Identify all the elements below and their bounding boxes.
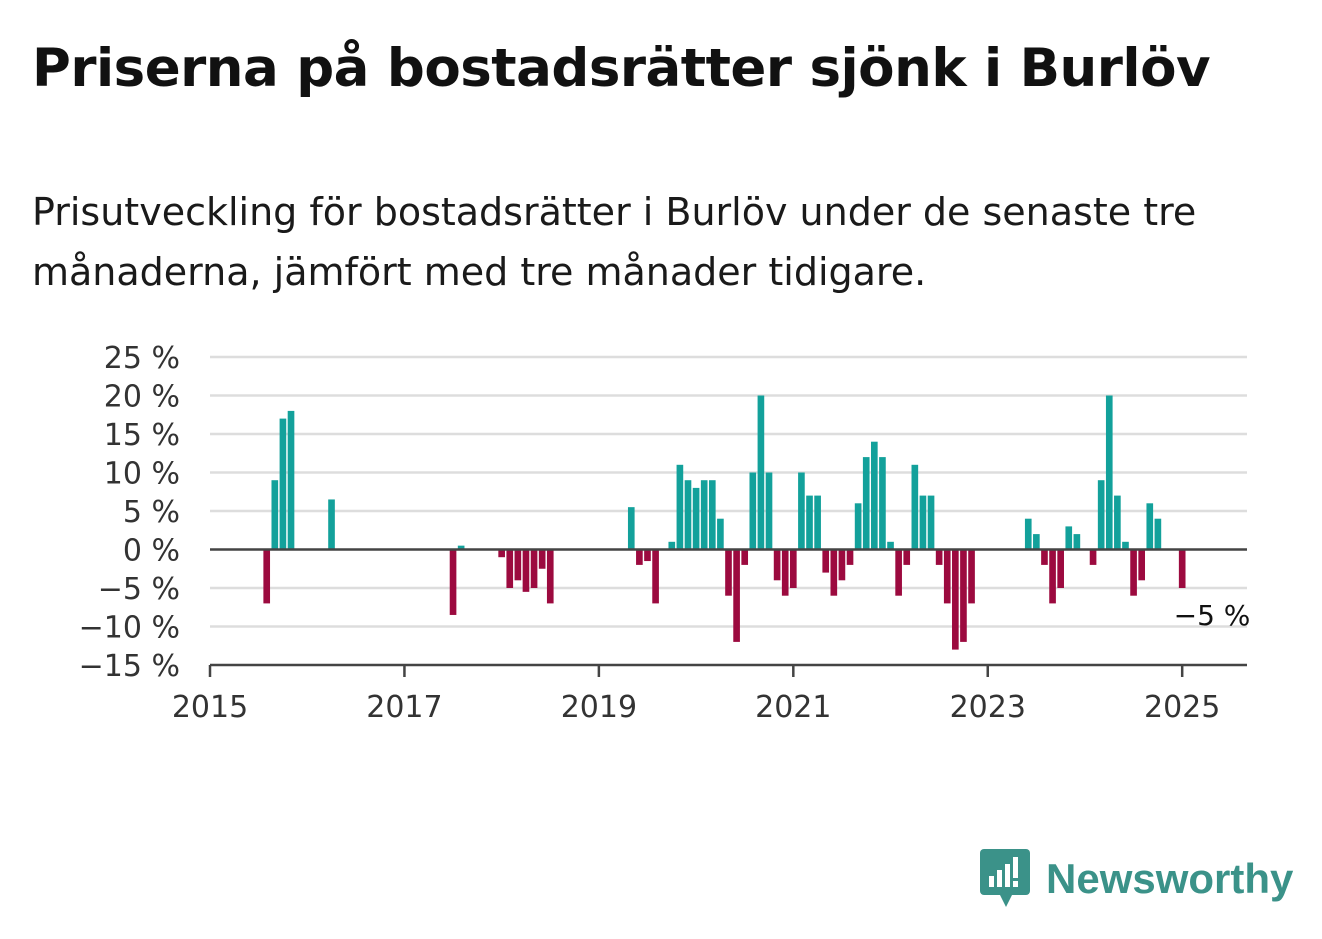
bar bbox=[943, 549, 951, 604]
axes bbox=[208, 548, 1247, 677]
bar bbox=[708, 480, 716, 550]
bar bbox=[765, 472, 773, 550]
bar bbox=[1097, 480, 1105, 550]
bar bbox=[952, 549, 959, 650]
bar bbox=[546, 549, 554, 604]
bar bbox=[854, 503, 862, 550]
bar bbox=[1024, 518, 1032, 550]
bar bbox=[733, 549, 740, 642]
bar bbox=[822, 549, 830, 573]
bar bbox=[814, 495, 821, 550]
x-tick-label: 2023 bbox=[950, 690, 1026, 725]
bar bbox=[1122, 541, 1129, 550]
y-tick-label: 0 % bbox=[123, 534, 180, 569]
bar bbox=[506, 549, 514, 588]
bar bbox=[1154, 518, 1162, 550]
bar bbox=[538, 549, 546, 569]
x-tick-label: 2017 bbox=[366, 690, 442, 725]
x-tick-label: 2015 bbox=[172, 690, 248, 725]
bar bbox=[1073, 534, 1081, 550]
bar bbox=[1065, 526, 1073, 550]
bar bbox=[773, 549, 781, 581]
bar bbox=[457, 545, 465, 550]
bar bbox=[449, 549, 457, 615]
bar bbox=[1057, 549, 1064, 588]
bar bbox=[271, 480, 279, 550]
bar bbox=[830, 549, 838, 596]
x-tick-label: 2025 bbox=[1144, 690, 1220, 725]
bar bbox=[530, 549, 538, 588]
bar-chart: 25 %20 %15 %10 %5 %0 %−5 %−10 %−15 % 201… bbox=[79, 341, 1251, 725]
bar bbox=[263, 549, 271, 604]
bar bbox=[887, 541, 894, 550]
bar bbox=[700, 480, 708, 550]
x-axis-labels: 2015 2017 2019 2021 2023 2025 bbox=[172, 690, 1221, 725]
bar bbox=[741, 549, 749, 565]
bar bbox=[960, 549, 967, 642]
y-tick-label: 15 % bbox=[104, 418, 180, 453]
bar bbox=[279, 418, 287, 550]
bar bbox=[1033, 534, 1040, 550]
bar bbox=[627, 507, 635, 550]
bar bbox=[911, 464, 919, 550]
brand-name: Newsworthy bbox=[1046, 855, 1294, 902]
bar bbox=[927, 495, 935, 550]
bar bbox=[1178, 549, 1186, 588]
bar bbox=[919, 495, 927, 550]
y-tick-label: 25 % bbox=[104, 341, 180, 376]
bar bbox=[838, 549, 846, 581]
bar bbox=[789, 549, 797, 588]
chart-title: Priserna på bostadsrätter sjönk i Burlöv bbox=[32, 38, 1211, 99]
bar bbox=[862, 457, 870, 550]
bar bbox=[903, 549, 911, 565]
bar bbox=[781, 549, 789, 596]
bar bbox=[1146, 503, 1154, 550]
bar bbox=[1130, 549, 1137, 596]
bar bbox=[717, 518, 724, 550]
bar bbox=[798, 472, 805, 550]
bar bbox=[1138, 549, 1146, 581]
bar bbox=[668, 541, 676, 550]
bar-chart-speech-bubble-icon bbox=[980, 849, 1030, 907]
y-tick-label: −5 % bbox=[98, 572, 180, 607]
bar bbox=[287, 410, 295, 550]
bar bbox=[1041, 549, 1048, 565]
bar bbox=[498, 549, 505, 558]
bar bbox=[879, 457, 886, 550]
x-tick-label: 2021 bbox=[755, 690, 831, 725]
bar bbox=[806, 495, 813, 550]
y-tick-label: 5 % bbox=[123, 495, 180, 530]
bar bbox=[514, 549, 522, 581]
chart-subtitle: Prisutveckling för bostadsrätter i Burlö… bbox=[32, 190, 1197, 294]
newsworthy-logo: Newsworthy bbox=[980, 849, 1293, 909]
bar bbox=[1105, 395, 1113, 550]
bar bbox=[644, 549, 651, 562]
bar bbox=[692, 487, 700, 550]
y-tick-label: 10 % bbox=[104, 457, 180, 492]
bar bbox=[328, 499, 335, 550]
y-tick-label: −15 % bbox=[79, 649, 180, 684]
bar bbox=[676, 464, 684, 550]
bar bbox=[684, 480, 692, 550]
y-tick-label: 20 % bbox=[104, 380, 180, 415]
bar bbox=[871, 441, 878, 550]
bar bbox=[652, 549, 659, 604]
bar bbox=[968, 549, 975, 604]
bar bbox=[895, 549, 902, 596]
bar bbox=[935, 549, 943, 565]
bar bbox=[846, 549, 854, 565]
bar bbox=[1089, 549, 1097, 565]
last-value-annotation: −5 % bbox=[1174, 599, 1251, 632]
y-tick-label: −10 % bbox=[79, 611, 180, 646]
bar bbox=[522, 549, 530, 592]
x-tick-label: 2019 bbox=[561, 690, 637, 725]
bar bbox=[1114, 495, 1121, 550]
bar bbox=[757, 395, 765, 550]
bar bbox=[749, 472, 757, 550]
bar bbox=[1049, 549, 1056, 604]
bar bbox=[725, 549, 732, 596]
y-axis-labels: 25 % 20 %15 % 10 %5 % 0 %−5 % −10 %−15 % bbox=[79, 341, 180, 684]
bar bbox=[636, 549, 643, 565]
bars bbox=[263, 395, 1186, 650]
